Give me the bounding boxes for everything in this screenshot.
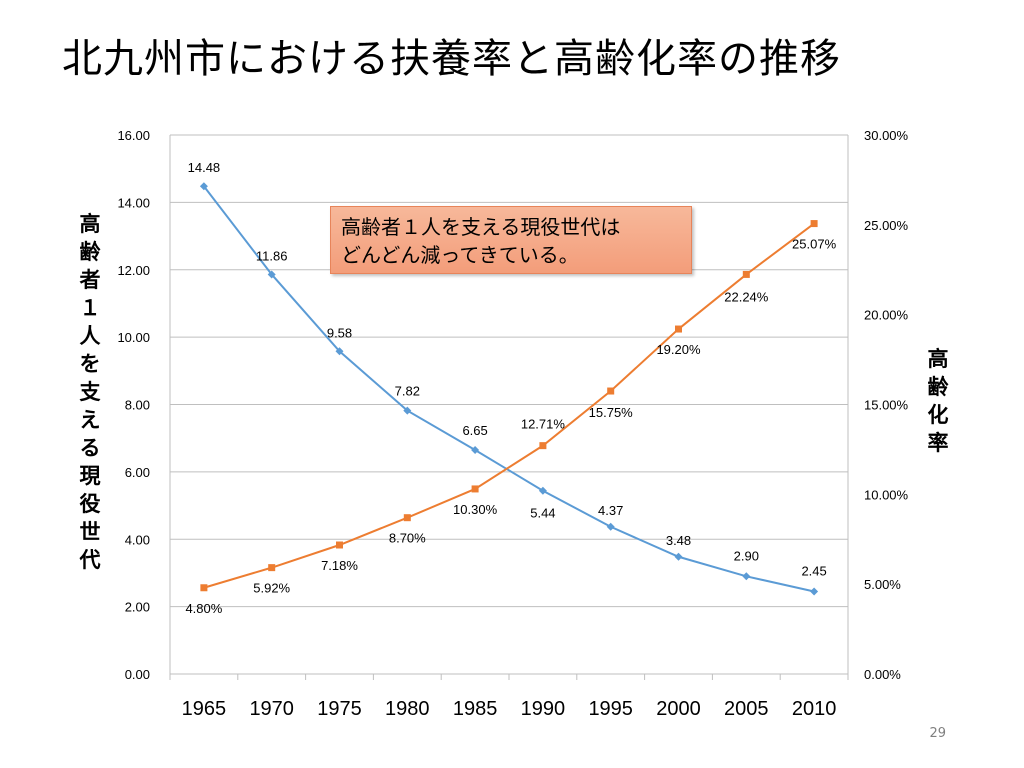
data-label: 3.48 <box>666 533 691 548</box>
series-line-aging-rate <box>203 222 815 589</box>
axis-label-char: 化 <box>927 403 949 427</box>
y-right-tick-label: 30.00% <box>864 128 909 143</box>
data-label: 14.48 <box>188 160 221 175</box>
data-label: 10.30% <box>453 502 498 517</box>
axes <box>169 135 849 680</box>
x-tick-label: 1970 <box>249 698 294 720</box>
y-left-tick-label: 2.00 <box>125 600 150 615</box>
y-right-tick-label: 10.00% <box>864 487 909 502</box>
x-axis-ticks: 1965 1970 1975 1980 1985 1990 1995 2000 2005 2010 <box>182 698 837 720</box>
x-tick-label: 1995 <box>588 698 633 720</box>
data-point <box>471 485 479 493</box>
data-point <box>742 572 751 581</box>
series-group <box>199 182 819 596</box>
y-left-tick-label: 4.00 <box>125 532 150 547</box>
data-point <box>606 522 615 531</box>
data-label: 7.82 <box>395 384 420 399</box>
y-right-tick-label: 20.00% <box>864 308 909 323</box>
y-right-tick-label: 0.00% <box>864 667 901 682</box>
data-label: 12.71% <box>521 417 566 432</box>
data-point <box>268 564 276 572</box>
x-tick-label: 2000 <box>656 698 701 720</box>
x-tick-label: 2010 <box>792 698 837 720</box>
axis-label-char: え <box>79 408 101 432</box>
y-left-tick-label: 16.00 <box>117 128 150 143</box>
y-left-tick-label: 6.00 <box>125 465 150 480</box>
axis-label-char: 世 <box>79 520 101 544</box>
axis-label-char: 人 <box>79 324 101 348</box>
axis-label-char: 代 <box>79 548 101 572</box>
data-label: 15.75% <box>589 405 634 420</box>
x-tick-label: 1990 <box>521 698 566 720</box>
data-label: 2.90 <box>734 548 759 563</box>
data-labels: 14.48 11.86 9.58 7.82 6.65 5.44 4.37 3.48 2.90 2.… <box>185 160 836 616</box>
data-point <box>200 584 208 592</box>
data-label: 9.58 <box>327 325 352 340</box>
y-left-tick-label: 8.00 <box>125 398 150 413</box>
axis-label-char: 者 <box>79 268 101 292</box>
data-point <box>607 387 615 395</box>
y-axis-right-label: 高齢化率 <box>918 345 958 457</box>
callout-line-2: どんどん減ってきている。 <box>341 243 579 267</box>
page-number: 29 <box>929 726 946 741</box>
data-point <box>810 220 818 228</box>
axis-label-char: 齢 <box>79 240 101 264</box>
axis-label-char: 齢 <box>927 375 949 399</box>
data-point <box>674 552 683 561</box>
y-axis-left-label: 高齢者 １ 人を支える現役世代 <box>70 210 110 574</box>
data-point <box>810 587 819 596</box>
axis-label-char: 高 <box>79 212 101 236</box>
data-point <box>742 270 750 278</box>
y-left-tick-label: 0.00 <box>125 667 150 682</box>
axis-label-char: 高 <box>927 347 949 371</box>
x-tick-label: 1980 <box>385 698 430 720</box>
data-point <box>335 347 344 356</box>
x-tick-label: 1965 <box>182 698 227 720</box>
y-axis-right-ticks: 0.00% 5.00% 10.00% 15.00% 20.00% 25.00% 30.00% <box>864 128 909 682</box>
data-label: 4.80% <box>185 601 222 616</box>
data-label: 2.45 <box>801 563 826 578</box>
axis-label-char: １ <box>79 296 101 320</box>
data-point <box>538 486 547 495</box>
data-label: 19.20% <box>656 342 701 357</box>
data-point <box>267 270 276 279</box>
data-point <box>336 541 343 549</box>
data-label: 11.86 <box>256 248 288 263</box>
y-axis-left-ticks: 0.00 2.00 4.00 6.00 8.00 10.00 12.00 14.00 16.00 <box>117 128 150 682</box>
slide-title: 北九州市における扶養率と高齢化率の推移 <box>62 36 841 82</box>
data-point <box>471 445 480 454</box>
y-right-tick-label: 25.00% <box>864 218 909 233</box>
x-tick-label: 1975 <box>317 698 362 720</box>
callout-box: 高齢者１人を支える現役世代は どんどん減ってきている。 <box>330 206 692 274</box>
data-point <box>539 442 547 450</box>
data-label: 6.65 <box>462 423 487 438</box>
callout-line-1: 高齢者１人を支える現役世代は <box>341 215 621 239</box>
data-point <box>403 406 412 415</box>
axis-label-char: を <box>79 352 101 376</box>
series-line-support-ratio <box>203 185 815 593</box>
y-left-tick-label: 10.00 <box>117 330 150 345</box>
data-label: 25.07% <box>792 237 837 252</box>
axis-label-char: 現 <box>79 464 101 488</box>
y-right-tick-label: 15.00% <box>864 398 909 413</box>
data-label: 22.24% <box>724 289 769 304</box>
x-tick-label: 1985 <box>453 698 498 720</box>
data-label: 5.44 <box>530 506 555 521</box>
axis-label-char: る <box>79 436 101 460</box>
data-label: 8.70% <box>389 531 426 546</box>
data-label: 5.92% <box>253 581 290 596</box>
axis-label-char: 支 <box>79 380 101 404</box>
data-label: 7.18% <box>321 558 358 573</box>
axis-label-char: 役 <box>79 492 101 516</box>
data-point <box>675 325 682 333</box>
data-point <box>403 514 411 522</box>
data-label: 4.37 <box>598 503 623 518</box>
data-point <box>199 182 208 191</box>
y-left-tick-label: 12.00 <box>117 263 150 278</box>
x-tick-label: 2005 <box>724 698 769 720</box>
y-left-tick-label: 14.00 <box>117 195 150 210</box>
y-right-tick-label: 5.00% <box>864 577 901 592</box>
axis-label-char: 率 <box>927 431 949 455</box>
